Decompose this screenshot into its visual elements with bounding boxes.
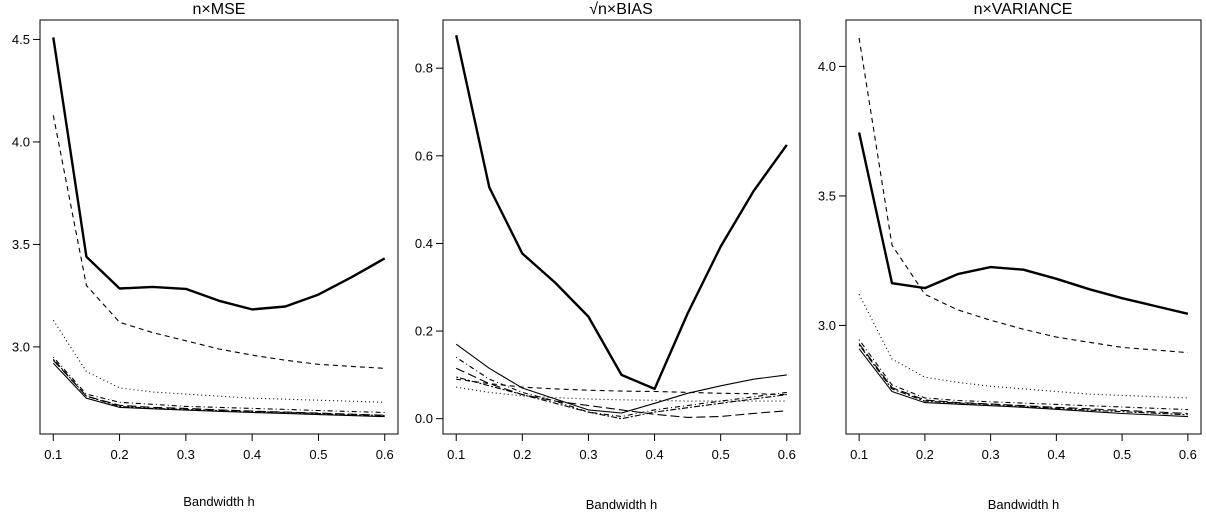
- x-tick-label: 0.3: [982, 447, 1000, 462]
- x-tick-label: 0.6: [376, 447, 394, 462]
- series-line-6-twodash: [52, 358, 385, 417]
- x-axis-label: Bandwidth h: [183, 494, 255, 509]
- series-line-1-thick-solid: [455, 35, 788, 391]
- y-tick-label: 0.8: [415, 61, 433, 76]
- y-tick-label: 0.2: [415, 324, 433, 339]
- y-tick-label: 4.0: [12, 134, 30, 149]
- y-tick-label: 4.0: [818, 59, 836, 74]
- series-line-6-dashed: [456, 378, 787, 396]
- panel-3: n×VARIANCE 0.1 0.2 0.3 0.4 0.5 0.6 3.0 3.5 4.0 Ban…: [818, 1, 1202, 512]
- series-line-7-dotted: [456, 386, 787, 402]
- series-line-5-longdash: [52, 359, 385, 416]
- x-tick-label: 0.5: [712, 447, 730, 462]
- x-tick-label: 0.4: [243, 447, 261, 462]
- panel-title: n×VARIANCE: [974, 1, 1073, 18]
- x-tick-label: 0.6: [778, 447, 796, 462]
- series-line-7-solid: [858, 348, 1188, 418]
- y-tick-label: 3.5: [12, 237, 30, 252]
- plot-frame: [442, 19, 801, 435]
- series-line-5-longdash: [858, 343, 1188, 415]
- x-tick-label: 0.2: [916, 447, 934, 462]
- plot-frame: [39, 19, 399, 435]
- x-tick-label: 0.1: [850, 447, 868, 462]
- x-tick-label: 0.5: [309, 447, 327, 462]
- series-line-7-solid: [52, 362, 385, 418]
- x-tick-label: 0.4: [646, 447, 664, 462]
- series-line-1-thick-solid: [52, 37, 386, 311]
- x-tick-label: 0.6: [1179, 447, 1197, 462]
- x-tick-label: 0.2: [111, 447, 129, 462]
- x-tick-label: 0.1: [44, 447, 62, 462]
- series-line-4-longdash: [455, 367, 787, 418]
- x-tick-label: 0.2: [513, 447, 531, 462]
- plot-frame: [845, 19, 1202, 435]
- series-line-2-thick-solid: [857, 132, 1189, 315]
- x-tick-label: 0.1: [447, 447, 465, 462]
- series-line-4-dotdash: [52, 356, 385, 414]
- y-tick-label: 3.5: [818, 188, 836, 203]
- series-line-2-dashed: [52, 115, 385, 369]
- series-line-3-dotted: [858, 294, 1188, 399]
- series-line-1-dashed: [858, 37, 1188, 354]
- y-tick-label: 0.0: [415, 411, 433, 426]
- panel-1: n×MSE 0.1 0.2 0.3 0.4 0.5 0.6 3.0 3.5 4.0 4.5 Bandw…: [12, 1, 399, 509]
- x-tick-label: 0.4: [1047, 447, 1065, 462]
- panel-2: √n×BIAS 0.1 0.2 0.3 0.4 0.5 0.6 0.0 0.2 0.4 0.6 0.8…: [415, 1, 801, 512]
- x-tick-label: 0.5: [1113, 447, 1131, 462]
- series-line-4-dotdash: [858, 339, 1188, 411]
- series-line-6-twodash: [858, 344, 1188, 416]
- x-tick-label: 0.3: [579, 447, 597, 462]
- y-tick-label: 3.0: [12, 339, 30, 354]
- y-tick-label: 0.4: [415, 236, 433, 251]
- series-line-5-twodash: [456, 376, 787, 420]
- panel-title: √n×BIAS: [589, 1, 652, 18]
- panel-title: n×MSE: [193, 1, 246, 18]
- x-axis-label: Bandwidth h: [586, 497, 658, 512]
- x-axis-label: Bandwidth h: [988, 497, 1060, 512]
- series-line-3-dotted: [52, 320, 385, 403]
- y-tick-label: 3.0: [818, 318, 836, 333]
- y-tick-label: 4.5: [12, 32, 30, 47]
- x-tick-label: 0.3: [177, 447, 195, 462]
- y-tick-label: 0.6: [415, 148, 433, 163]
- series-line-3-dotdash: [455, 356, 787, 418]
- series-line-2-solid: [455, 343, 787, 414]
